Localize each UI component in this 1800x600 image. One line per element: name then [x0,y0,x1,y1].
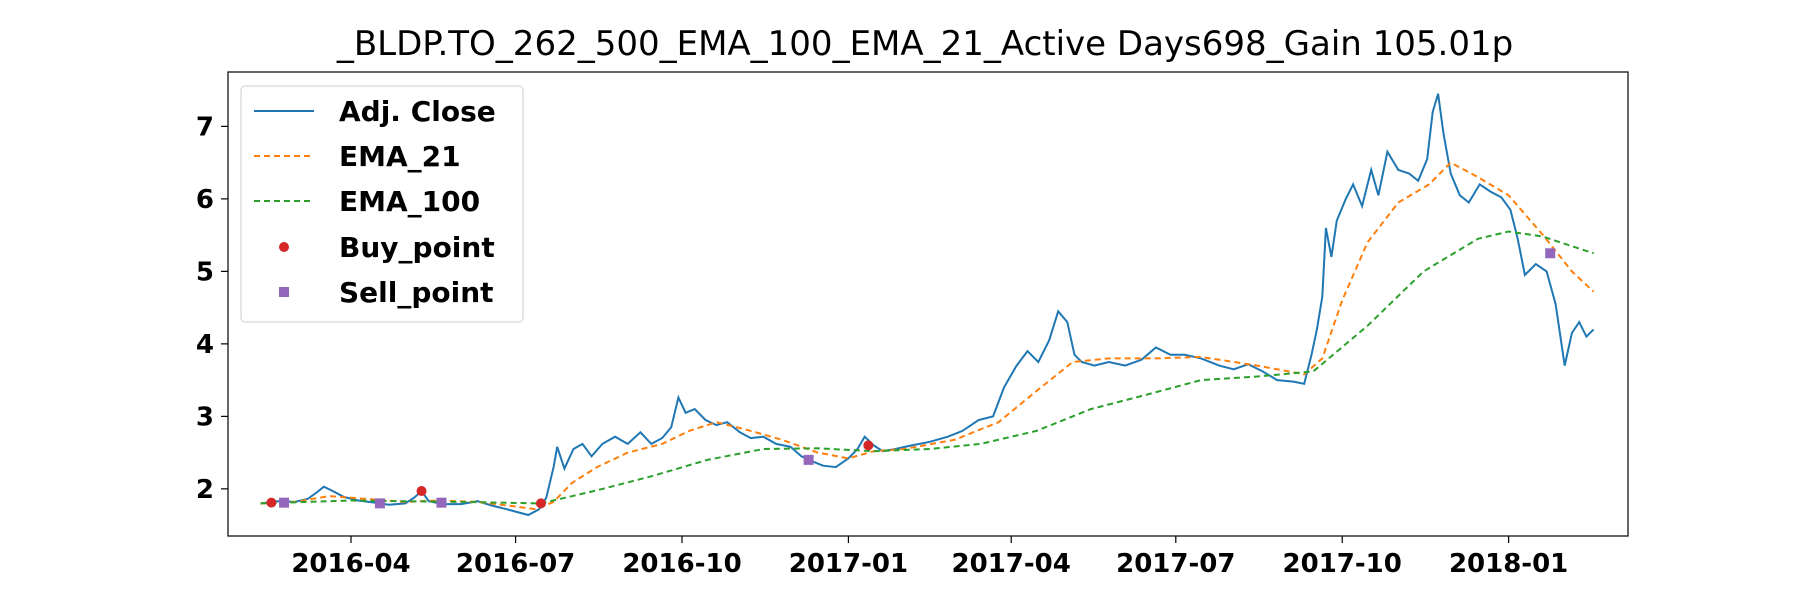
series-line-adj-close [260,93,1595,517]
chart-title: _BLDP.TO_262_500_EMA_100_EMA_21_Active D… [336,24,1513,64]
y-tick-label: 6 [196,185,214,215]
y-tick-label: 5 [196,257,214,287]
x-tick-label: 2016-04 [291,549,410,579]
legend-label-adj-close: Adj. Close [339,95,496,128]
buy-point-marker [863,440,874,451]
buy-point-marker [416,486,427,497]
y-tick-label: 4 [196,330,214,360]
y-tick-label: 2 [196,475,214,505]
legend-swatch-buy-point [279,242,289,252]
sell-point-marker [279,497,290,508]
legend-label-ema-21: EMA_21 [339,140,461,173]
sell-point-marker [803,454,814,465]
legend-box [240,85,524,323]
legend-label-sell-point: Sell_point [339,276,494,309]
buy-point-marker [535,498,546,509]
legend-swatch-sell-point [279,287,289,297]
sell-point-marker [1545,248,1556,259]
x-tick-label: 2017-01 [789,549,908,579]
y-tick-label: 7 [196,112,214,142]
x-tick-label: 2017-10 [1283,549,1402,579]
x-tick-label: 2017-04 [952,549,1071,579]
y-axis: 2 3 4 5 6 7 [196,112,228,505]
x-axis: 2016-04 2016-07 2016-10 2017-01 2017-04 2017-… [291,536,1568,579]
legend: Adj. Close EMA_21 EMA_100 Buy_point Sell_poi… [240,85,524,323]
series-line-ema-100 [260,230,1594,505]
plot-area [227,71,1629,537]
x-tick-label: 2018-01 [1449,549,1568,579]
plot-frame [227,71,1629,537]
x-tick-label: 2016-10 [622,549,741,579]
buy-point-marker [266,497,277,508]
legend-label-buy-point: Buy_point [339,231,495,264]
x-tick-label: 2017-07 [1116,549,1235,579]
legend-label-ema-100: EMA_100 [339,185,480,218]
y-tick-label: 3 [196,402,214,432]
sell-point-marker [374,498,385,509]
sell-point-marker [436,497,447,508]
x-tick-label: 2016-07 [456,549,575,579]
